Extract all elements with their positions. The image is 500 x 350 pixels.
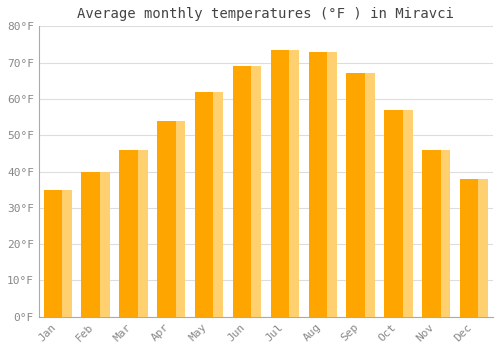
Title: Average monthly temperatures (°F ) in Miravci: Average monthly temperatures (°F ) in Mi… xyxy=(78,7,454,21)
Bar xyxy=(214,92,224,317)
Bar xyxy=(460,179,488,317)
Bar xyxy=(176,121,186,317)
Bar xyxy=(138,150,147,317)
Bar xyxy=(384,110,412,317)
Bar xyxy=(327,52,337,317)
Bar xyxy=(62,190,72,317)
Bar xyxy=(252,66,261,317)
Bar xyxy=(308,52,337,317)
Bar xyxy=(478,179,488,317)
Bar xyxy=(82,172,110,317)
Bar xyxy=(195,92,224,317)
Bar xyxy=(440,150,450,317)
Bar xyxy=(422,150,450,317)
Bar xyxy=(365,74,375,317)
Bar xyxy=(270,50,299,317)
Bar xyxy=(44,190,72,317)
Bar xyxy=(346,74,375,317)
Bar xyxy=(289,50,299,317)
Bar xyxy=(402,110,412,317)
Bar xyxy=(119,150,148,317)
Bar xyxy=(233,66,261,317)
Bar xyxy=(100,172,110,317)
Bar xyxy=(157,121,186,317)
